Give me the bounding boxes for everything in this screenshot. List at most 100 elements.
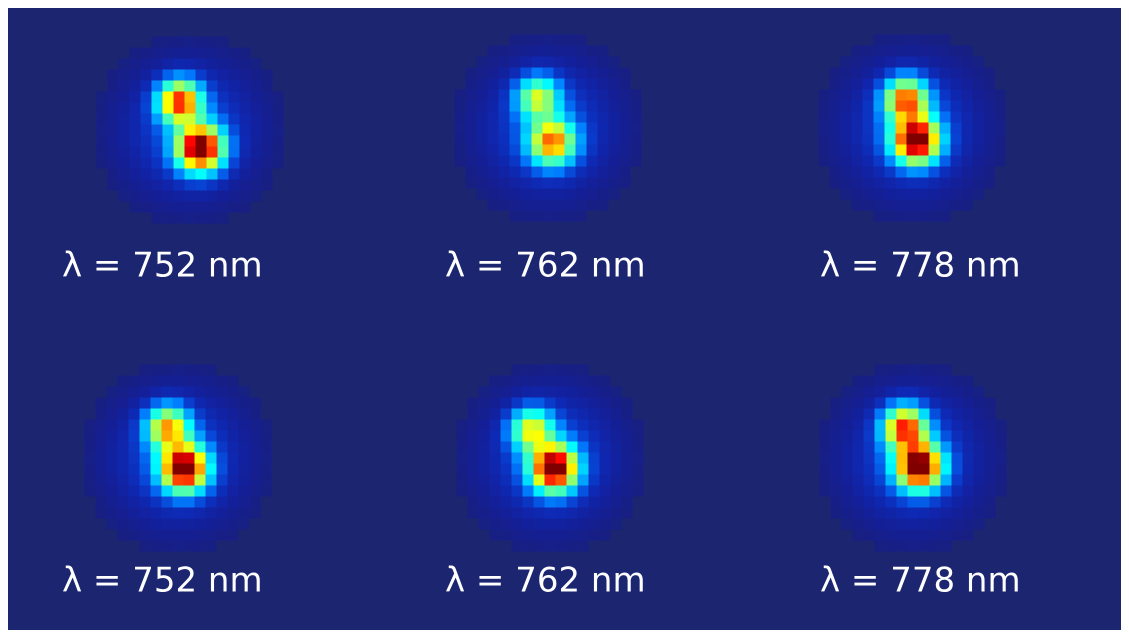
beam-profile xyxy=(96,36,284,224)
pixel xyxy=(106,485,118,497)
pixel xyxy=(566,375,578,387)
pixel xyxy=(917,188,929,200)
pixel xyxy=(885,397,897,409)
pixel xyxy=(830,463,842,475)
pixel xyxy=(566,419,578,431)
pixel xyxy=(96,135,108,147)
pixel xyxy=(128,375,140,387)
pixel xyxy=(586,122,598,134)
pixel xyxy=(129,190,141,202)
pixel xyxy=(454,133,466,145)
pixel xyxy=(172,507,184,519)
pixel xyxy=(555,529,567,541)
pixel xyxy=(983,133,995,145)
pixel xyxy=(260,485,272,497)
pixel xyxy=(511,529,523,541)
pixel xyxy=(184,91,196,103)
pixel xyxy=(818,133,830,145)
pixel xyxy=(117,408,129,420)
pixel xyxy=(984,452,996,464)
pixel xyxy=(249,485,261,497)
wavelength-label: λ = 762 nm xyxy=(445,246,646,286)
pixel xyxy=(884,56,896,68)
pixel xyxy=(161,518,173,530)
pixel xyxy=(172,397,184,409)
pixel xyxy=(863,518,875,530)
pixel xyxy=(96,91,108,103)
pixel xyxy=(487,89,499,101)
pixel xyxy=(830,474,842,486)
pixel xyxy=(139,485,151,497)
pixel xyxy=(531,34,543,46)
pixel xyxy=(884,45,896,57)
pixel xyxy=(566,474,578,486)
pixel xyxy=(533,474,545,486)
pixel xyxy=(544,364,556,376)
pixel xyxy=(994,122,1006,134)
pixel xyxy=(917,155,929,167)
pixel xyxy=(873,45,885,57)
pixel xyxy=(140,201,152,213)
pixel xyxy=(118,91,130,103)
pixel xyxy=(478,430,490,442)
pixel xyxy=(852,441,864,453)
pixel xyxy=(533,430,545,442)
pixel xyxy=(840,155,852,167)
pixel xyxy=(106,441,118,453)
pixel xyxy=(129,47,141,59)
pixel xyxy=(564,210,576,222)
pixel xyxy=(840,144,852,156)
pixel xyxy=(885,474,897,486)
pixel xyxy=(140,124,152,136)
pixel xyxy=(173,135,185,147)
pixel xyxy=(195,168,207,180)
pixel xyxy=(619,67,631,79)
pixel xyxy=(498,177,510,189)
pixel xyxy=(873,199,885,211)
pixel xyxy=(249,441,261,453)
pixel xyxy=(118,190,130,202)
pixel xyxy=(478,518,490,530)
pixel xyxy=(228,201,240,213)
pixel xyxy=(162,69,174,81)
pixel xyxy=(621,408,633,420)
pixel xyxy=(874,507,886,519)
pixel xyxy=(929,529,941,541)
pixel xyxy=(984,397,996,409)
pixel xyxy=(566,518,578,530)
pixel xyxy=(95,441,107,453)
pixel xyxy=(140,69,152,81)
pixel xyxy=(206,135,218,147)
pixel xyxy=(205,419,217,431)
pixel xyxy=(239,91,251,103)
pixel xyxy=(151,168,163,180)
pixel xyxy=(961,133,973,145)
pixel xyxy=(118,80,130,92)
pixel xyxy=(95,419,107,431)
pixel xyxy=(183,397,195,409)
pixel xyxy=(173,91,185,103)
pixel xyxy=(456,463,468,475)
pixel xyxy=(172,540,184,552)
pixel xyxy=(162,212,174,224)
pixel xyxy=(467,507,479,519)
pixel xyxy=(544,375,556,387)
pixel xyxy=(885,452,897,464)
pixel xyxy=(476,133,488,145)
pixel xyxy=(498,89,510,101)
pixel xyxy=(249,430,261,442)
pixel xyxy=(862,89,874,101)
pixel xyxy=(918,463,930,475)
pixel xyxy=(575,199,587,211)
pixel xyxy=(227,430,239,442)
pixel xyxy=(249,452,261,464)
pixel xyxy=(950,56,962,68)
beam-profile xyxy=(84,364,272,552)
pixel xyxy=(216,419,228,431)
pixel xyxy=(139,496,151,508)
pixel xyxy=(939,34,951,46)
pixel xyxy=(972,166,984,178)
pixel xyxy=(456,452,468,464)
pixel xyxy=(106,419,118,431)
pixel xyxy=(885,408,897,420)
